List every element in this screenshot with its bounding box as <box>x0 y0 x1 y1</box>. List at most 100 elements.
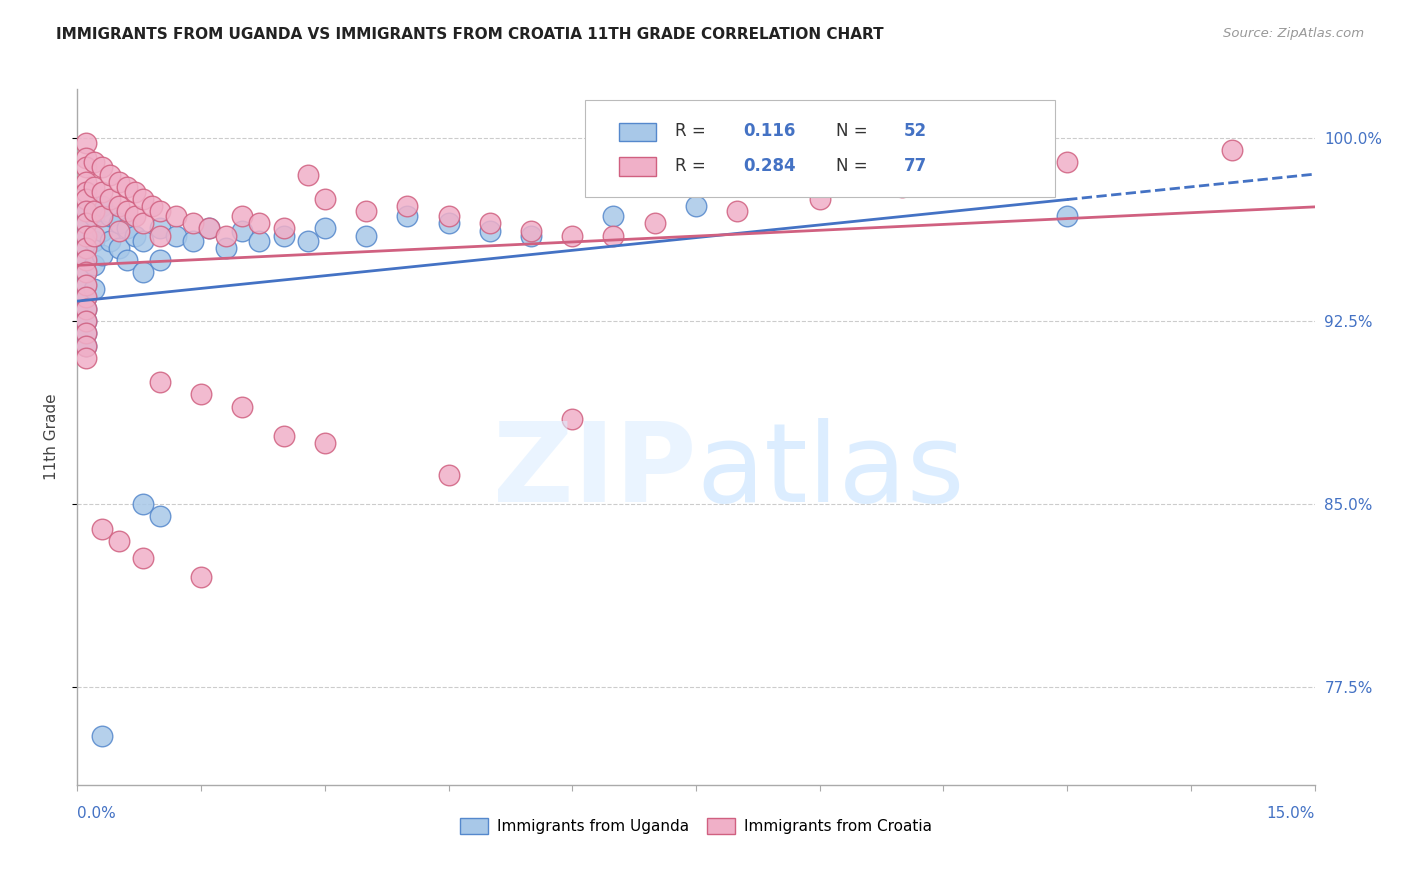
Point <box>91 185 114 199</box>
Point <box>115 221 138 235</box>
Point <box>181 217 204 231</box>
Point <box>478 224 501 238</box>
Point <box>75 217 97 231</box>
Point <box>141 199 163 213</box>
Point <box>132 217 155 231</box>
Y-axis label: 11th Grade: 11th Grade <box>44 393 59 481</box>
Point <box>247 234 270 248</box>
Point <box>75 241 97 255</box>
Point <box>98 209 121 223</box>
Text: N =: N = <box>835 157 873 175</box>
Point <box>165 209 187 223</box>
Point <box>98 168 121 182</box>
Point <box>231 224 253 238</box>
Point <box>75 314 97 328</box>
Point <box>83 228 105 243</box>
Point <box>215 241 238 255</box>
Point <box>107 790 129 805</box>
Point <box>107 533 129 548</box>
Point <box>107 241 129 255</box>
Point <box>75 241 97 255</box>
Point <box>83 204 105 219</box>
Point <box>75 290 97 304</box>
Text: 0.284: 0.284 <box>742 157 796 175</box>
Point <box>91 161 114 175</box>
Point <box>75 314 97 328</box>
Text: 52: 52 <box>904 122 927 140</box>
Point <box>75 253 97 268</box>
Point <box>520 224 543 238</box>
Point <box>149 228 172 243</box>
Point <box>75 175 97 189</box>
Text: R =: R = <box>675 157 711 175</box>
Point <box>437 209 460 223</box>
Point <box>190 570 212 584</box>
Point <box>91 248 114 262</box>
Point <box>273 228 295 243</box>
Point <box>75 277 97 292</box>
Point <box>75 204 97 219</box>
Point <box>83 209 105 223</box>
Point <box>314 436 336 450</box>
Point <box>75 228 97 243</box>
Point <box>314 192 336 206</box>
Point <box>75 351 97 365</box>
Point <box>91 522 114 536</box>
Point <box>75 277 97 292</box>
Point <box>354 204 377 219</box>
Legend: Immigrants from Uganda, Immigrants from Croatia: Immigrants from Uganda, Immigrants from … <box>454 812 938 840</box>
Point <box>132 265 155 279</box>
Point <box>107 175 129 189</box>
Point <box>561 411 583 425</box>
Point <box>273 429 295 443</box>
Text: atlas: atlas <box>696 418 965 525</box>
Point <box>75 204 97 219</box>
Point <box>685 199 707 213</box>
Point <box>891 179 914 194</box>
Point <box>75 151 97 165</box>
Point <box>75 338 97 352</box>
Point <box>91 209 114 223</box>
Point <box>149 509 172 524</box>
Point <box>75 326 97 341</box>
Point <box>314 790 336 805</box>
Point <box>75 265 97 279</box>
Point <box>83 179 105 194</box>
Point <box>725 204 748 219</box>
Text: IMMIGRANTS FROM UGANDA VS IMMIGRANTS FROM CROATIA 11TH GRADE CORRELATION CHART: IMMIGRANTS FROM UGANDA VS IMMIGRANTS FRO… <box>56 27 884 42</box>
Point <box>602 228 624 243</box>
Point <box>75 185 97 199</box>
Point <box>115 253 138 268</box>
Point <box>181 234 204 248</box>
Point <box>83 234 105 248</box>
FancyBboxPatch shape <box>585 100 1054 197</box>
Point <box>247 217 270 231</box>
Point <box>75 192 97 206</box>
Point <box>231 400 253 414</box>
Point <box>149 221 172 235</box>
Text: N =: N = <box>835 122 873 140</box>
Point <box>1056 209 1078 223</box>
Point <box>297 234 319 248</box>
Point <box>124 185 146 199</box>
Point <box>437 217 460 231</box>
Point <box>83 258 105 272</box>
Point <box>149 375 172 389</box>
Text: ZIP: ZIP <box>492 418 696 525</box>
Point <box>520 228 543 243</box>
Point <box>132 192 155 206</box>
Point <box>75 326 97 341</box>
Point <box>149 253 172 268</box>
FancyBboxPatch shape <box>619 157 657 177</box>
Point <box>75 253 97 268</box>
Point <box>437 467 460 482</box>
Point <box>75 136 97 150</box>
Point <box>124 209 146 223</box>
Point <box>231 209 253 223</box>
Point <box>115 179 138 194</box>
Point <box>132 497 155 511</box>
Text: R =: R = <box>675 122 711 140</box>
Point <box>314 221 336 235</box>
Text: 15.0%: 15.0% <box>1267 805 1315 821</box>
Point <box>215 228 238 243</box>
